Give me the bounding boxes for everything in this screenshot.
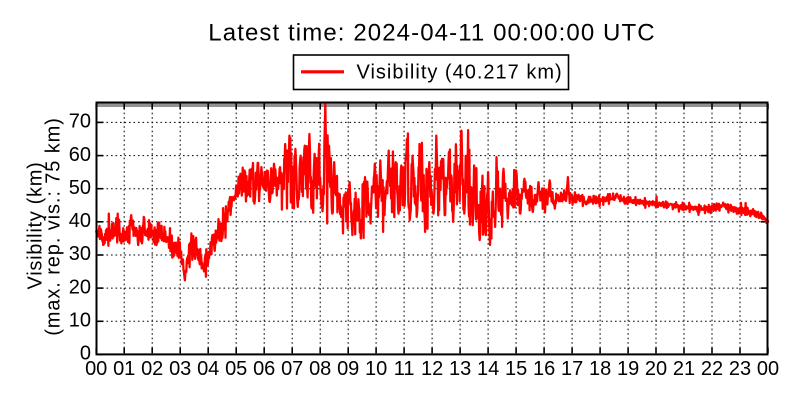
svg-text:11: 11 (394, 358, 415, 380)
svg-text:06: 06 (253, 358, 275, 380)
svg-text:01: 01 (113, 358, 135, 380)
svg-text:07: 07 (281, 358, 303, 380)
svg-text:19: 19 (617, 358, 639, 380)
svg-text:23: 23 (729, 358, 751, 380)
svg-text:12: 12 (421, 358, 443, 380)
svg-text:09: 09 (337, 358, 359, 380)
svg-text:13: 13 (449, 358, 471, 380)
svg-text:30: 30 (69, 243, 91, 265)
svg-text:Latest time: 2024-04-11 00:00:: Latest time: 2024-04-11 00:00:00 UTC (208, 20, 655, 47)
svg-text:20: 20 (69, 276, 91, 298)
svg-text:15: 15 (505, 358, 527, 380)
svg-text:60: 60 (69, 144, 91, 166)
svg-text:16: 16 (533, 358, 555, 380)
svg-text:21: 21 (673, 358, 695, 380)
svg-text:0: 0 (80, 343, 91, 365)
svg-text:14: 14 (477, 358, 499, 380)
svg-text:Visibility (km): Visibility (km) (25, 162, 47, 290)
svg-text:70: 70 (69, 111, 91, 133)
svg-text:10: 10 (365, 358, 387, 380)
svg-text:02: 02 (141, 358, 163, 380)
svg-text:22: 22 (701, 358, 723, 380)
svg-text:05: 05 (225, 358, 247, 380)
svg-text:00: 00 (85, 358, 107, 380)
svg-text:04: 04 (197, 358, 219, 380)
svg-text:(max. rep. vis.: 75 km): (max. rep. vis.: 75 km) (43, 117, 65, 336)
svg-text:17: 17 (561, 358, 583, 380)
svg-text:03: 03 (169, 358, 191, 380)
svg-text:50: 50 (69, 177, 91, 199)
svg-text:Visibility (40.217 km): Visibility (40.217 km) (357, 61, 563, 83)
svg-text:00: 00 (757, 358, 779, 380)
svg-text:40: 40 (69, 210, 91, 232)
svg-text:08: 08 (309, 358, 331, 380)
svg-text:20: 20 (645, 358, 667, 380)
svg-text:10: 10 (69, 310, 91, 332)
svg-text:18: 18 (589, 358, 611, 380)
